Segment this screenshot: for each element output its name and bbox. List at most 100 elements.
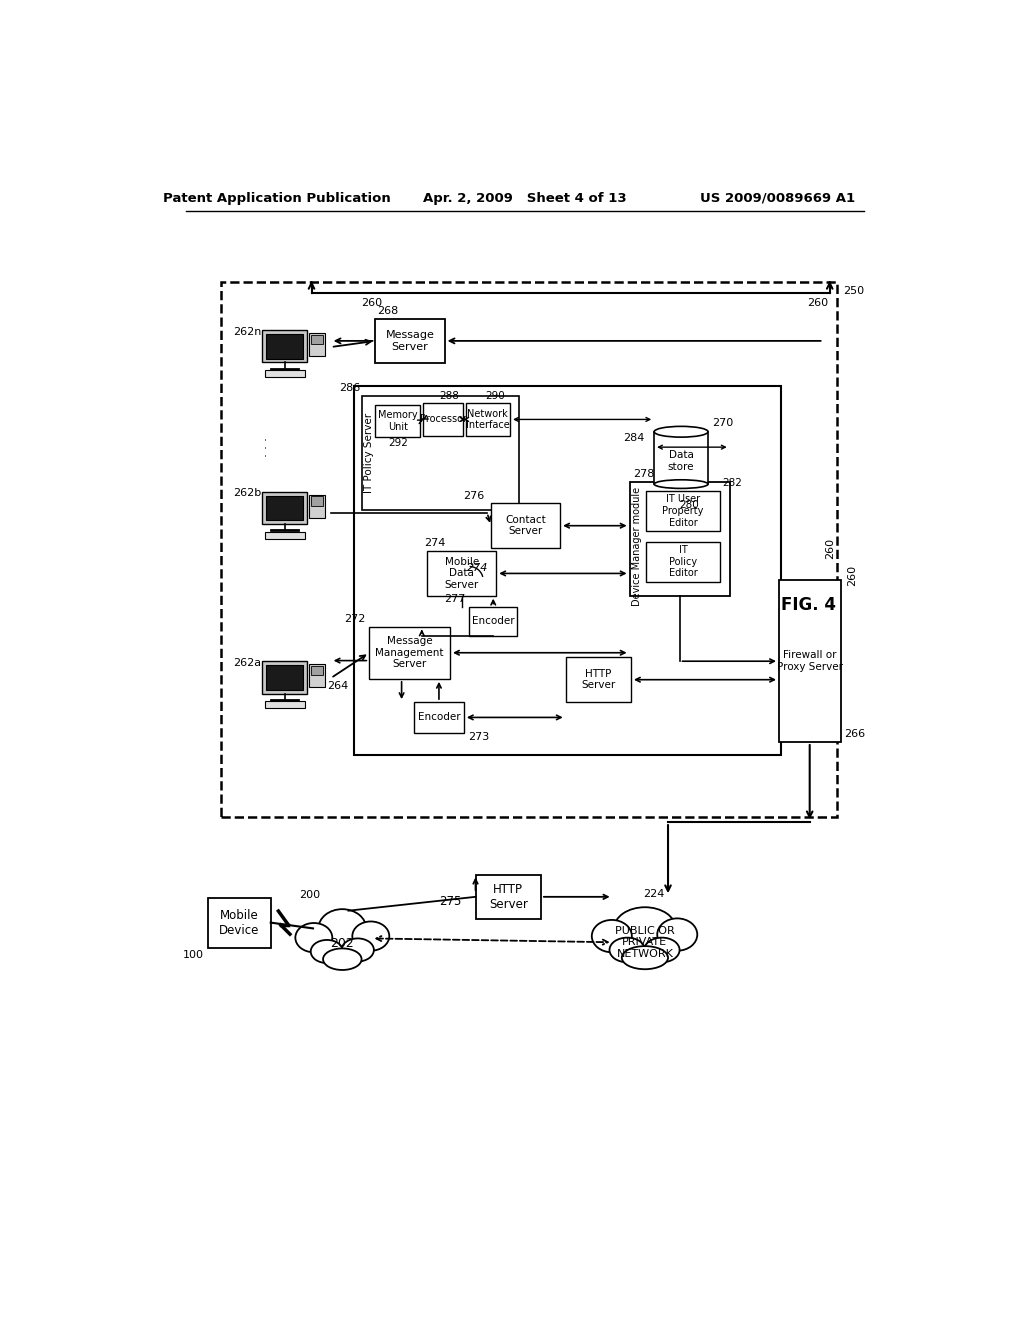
FancyBboxPatch shape [654,432,708,484]
Text: Message
Management
Server: Message Management Server [376,636,444,669]
FancyBboxPatch shape [266,496,303,520]
FancyBboxPatch shape [469,607,517,636]
Text: Data
store: Data store [668,450,694,471]
Text: 266: 266 [845,730,865,739]
Text: Contact
Server: Contact Server [505,515,546,536]
Ellipse shape [654,426,708,437]
Text: 274: 274 [424,539,445,548]
FancyBboxPatch shape [475,875,541,919]
FancyBboxPatch shape [262,330,307,363]
Text: 224: 224 [643,888,665,899]
Ellipse shape [295,923,333,952]
Text: IT User
Property
Editor: IT User Property Editor [663,495,703,528]
FancyBboxPatch shape [264,370,304,378]
Text: HTTP
Server: HTTP Server [488,883,527,911]
FancyBboxPatch shape [310,665,323,675]
Text: Memory
Unit: Memory Unit [378,411,418,432]
Ellipse shape [622,946,668,969]
FancyBboxPatch shape [361,396,519,510]
Text: 277: 277 [444,594,466,603]
FancyBboxPatch shape [376,405,420,437]
Text: 262a: 262a [233,657,262,668]
FancyBboxPatch shape [262,661,307,693]
FancyBboxPatch shape [646,491,720,531]
Text: 264: 264 [327,681,348,690]
FancyBboxPatch shape [565,657,631,702]
Text: Mobile
Data
Server: Mobile Data Server [444,557,479,590]
Text: 262n: 262n [233,326,262,337]
Text: IT Policy Server: IT Policy Server [365,412,374,492]
Text: 268: 268 [377,306,398,315]
FancyBboxPatch shape [309,333,325,356]
FancyBboxPatch shape [266,334,303,359]
Text: Network
Interface: Network Interface [466,409,510,430]
Text: 273: 273 [468,731,489,742]
FancyBboxPatch shape [466,404,510,436]
Text: Firewall or
Proxy Server: Firewall or Proxy Server [776,651,843,672]
Ellipse shape [352,921,389,950]
FancyBboxPatch shape [310,496,323,506]
Ellipse shape [323,949,361,970]
Text: 278: 278 [634,469,654,479]
Text: Encoder: Encoder [472,616,514,626]
Text: Processor: Processor [420,414,467,425]
Text: 284: 284 [624,433,645,444]
Text: 260: 260 [807,298,828,308]
FancyBboxPatch shape [414,702,464,733]
Text: Device Manager module: Device Manager module [632,487,642,606]
FancyBboxPatch shape [262,492,307,524]
Ellipse shape [644,937,680,962]
FancyBboxPatch shape [370,627,451,678]
Text: · · ·: · · · [261,437,274,457]
Text: Encoder: Encoder [418,713,460,722]
FancyBboxPatch shape [264,701,304,708]
Text: 286: 286 [339,383,360,393]
FancyBboxPatch shape [376,318,444,363]
FancyBboxPatch shape [490,503,560,548]
Text: 288: 288 [439,391,460,400]
Text: Patent Application Publication: Patent Application Publication [163,191,391,205]
Ellipse shape [654,479,708,488]
Text: 260: 260 [361,298,383,308]
Text: HTTP
Server: HTTP Server [582,669,615,690]
Text: 270: 270 [712,417,733,428]
Text: 260: 260 [847,565,857,586]
FancyBboxPatch shape [630,482,730,595]
FancyBboxPatch shape [646,543,720,582]
Text: 260: 260 [824,539,835,560]
FancyBboxPatch shape [266,665,303,689]
Text: 202: 202 [331,937,354,950]
Ellipse shape [609,937,645,962]
FancyBboxPatch shape [779,581,841,742]
Text: FIG. 4: FIG. 4 [780,597,836,614]
Text: Apr. 2, 2009   Sheet 4 of 13: Apr. 2, 2009 Sheet 4 of 13 [423,191,627,205]
Ellipse shape [614,907,676,949]
Text: Message
Server: Message Server [386,330,434,351]
Text: 250: 250 [844,286,864,296]
Text: Mobile
Device: Mobile Device [219,908,259,937]
FancyBboxPatch shape [354,385,781,755]
Ellipse shape [657,919,697,950]
Ellipse shape [318,909,367,948]
Text: 200: 200 [300,890,321,900]
Ellipse shape [592,920,632,952]
Text: US 2009/0089669 A1: US 2009/0089669 A1 [699,191,855,205]
Text: 274: 274 [467,564,488,573]
FancyBboxPatch shape [427,552,497,595]
FancyBboxPatch shape [310,335,323,345]
Ellipse shape [342,939,374,961]
Text: IT
Policy
Editor: IT Policy Editor [669,545,697,578]
Text: 272: 272 [344,614,366,624]
Text: 290: 290 [485,391,506,400]
FancyBboxPatch shape [309,664,325,688]
Text: 292: 292 [388,438,408,449]
Text: 262b: 262b [233,488,262,499]
FancyBboxPatch shape [309,495,325,517]
Text: 275: 275 [439,895,461,908]
Ellipse shape [310,940,343,964]
FancyBboxPatch shape [264,532,304,539]
FancyBboxPatch shape [221,281,838,817]
Text: 276: 276 [464,491,484,500]
FancyBboxPatch shape [423,404,463,436]
Text: 282: 282 [722,478,741,488]
